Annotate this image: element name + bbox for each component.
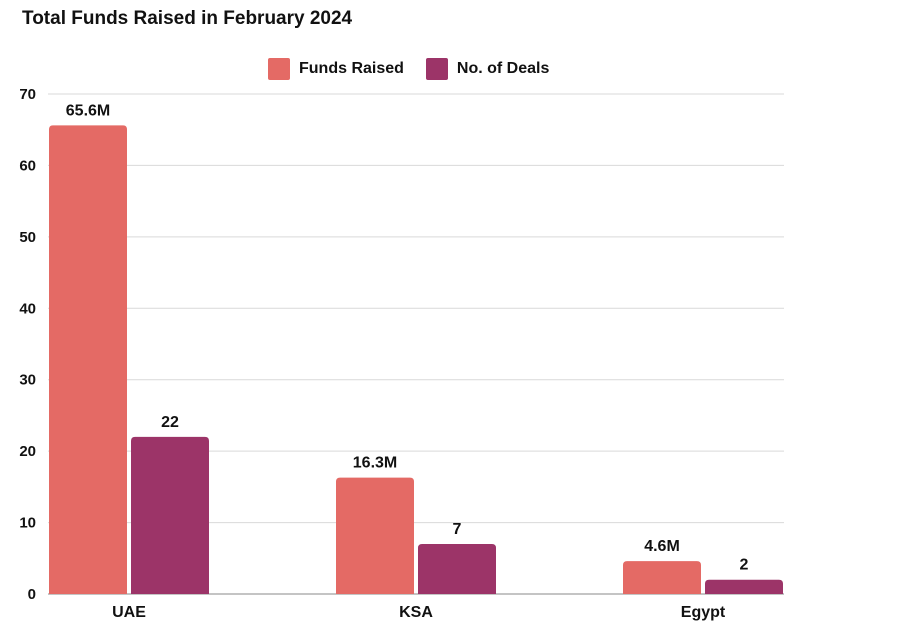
y-tick-label: 60 [19, 157, 36, 174]
x-tick-label: KSA [399, 604, 433, 621]
legend-item-funds-raised: Funds Raised [268, 58, 404, 80]
data-label: 16.3M [353, 455, 397, 472]
data-label: 4.6M [644, 538, 680, 555]
bar-no-of-deals [418, 544, 496, 594]
y-tick-label: 40 [19, 300, 36, 317]
y-tick-label: 70 [19, 86, 36, 103]
data-label: 2 [740, 557, 749, 574]
y-tick-label: 0 [28, 586, 36, 603]
x-tick-label: Egypt [681, 604, 726, 621]
legend-label-no-of-deals: No. of Deals [456, 60, 550, 77]
chart-title: Total Funds Raised in February 2024 [22, 8, 353, 29]
legend-label-funds-raised: Funds Raised [299, 60, 404, 77]
data-label: 22 [161, 414, 179, 431]
x-tick-label: UAE [112, 604, 146, 621]
bar-no-of-deals [705, 579, 783, 594]
y-tick-label: 20 [19, 443, 36, 460]
bar-no-of-deals [131, 436, 209, 594]
legend-swatch-no-of-deals [425, 58, 448, 80]
legend-swatch-funds-raised [268, 58, 290, 80]
y-tick-label: 30 [19, 372, 36, 389]
data-label: 65.6M [66, 102, 110, 119]
bar-funds-raised [623, 561, 701, 594]
bar-funds-raised [49, 125, 127, 594]
legend-item-no-of-deals: No. of Deals [425, 58, 550, 80]
y-tick-label: 50 [19, 229, 36, 246]
data-label: 7 [453, 521, 462, 538]
legend: Funds Raised No. of Deals [268, 58, 571, 80]
y-tick-label: 10 [19, 515, 36, 532]
bar-funds-raised [336, 477, 414, 594]
